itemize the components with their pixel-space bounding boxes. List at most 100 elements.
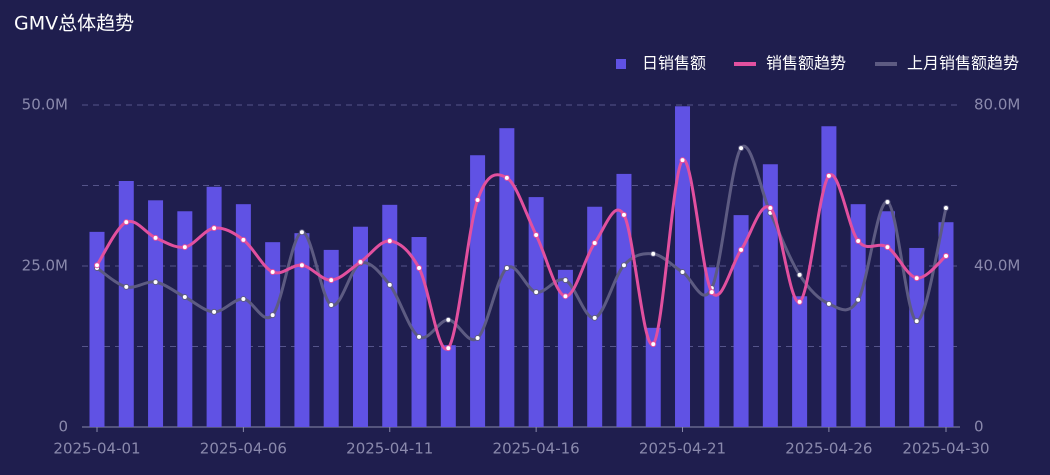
bar bbox=[235, 204, 251, 427]
legend-swatch bbox=[616, 59, 626, 69]
point bbox=[211, 225, 218, 232]
point bbox=[269, 269, 276, 276]
legend-label: 上月销售额趋势 bbox=[907, 54, 1019, 73]
bar bbox=[411, 237, 427, 427]
y-tick-label: 25.0M bbox=[22, 257, 68, 275]
x-tick-label: 2025-04-01 bbox=[53, 440, 140, 458]
point bbox=[943, 252, 949, 259]
x-tick-label: 2025-04-30 bbox=[902, 440, 989, 458]
point bbox=[123, 283, 130, 290]
bar bbox=[206, 186, 222, 427]
point bbox=[855, 238, 862, 245]
point bbox=[298, 229, 305, 236]
x-tick-label: 2025-04-26 bbox=[785, 440, 872, 458]
bar bbox=[440, 345, 456, 427]
point bbox=[152, 234, 159, 241]
point bbox=[591, 314, 598, 321]
bar bbox=[938, 222, 954, 427]
point bbox=[855, 296, 862, 303]
x-tick-label: 2025-04-16 bbox=[493, 440, 580, 458]
point bbox=[445, 316, 452, 323]
bar bbox=[616, 173, 632, 427]
point bbox=[943, 205, 949, 212]
x-tick-label: 2025-04-21 bbox=[639, 440, 726, 458]
line bbox=[96, 144, 948, 342]
point bbox=[620, 262, 627, 269]
point bbox=[591, 240, 598, 247]
point bbox=[620, 211, 627, 218]
point bbox=[386, 281, 393, 288]
point bbox=[503, 174, 510, 181]
point bbox=[825, 300, 832, 307]
legend-label: 销售额趋势 bbox=[766, 54, 846, 73]
point bbox=[884, 244, 891, 251]
point bbox=[884, 199, 891, 206]
bar bbox=[821, 126, 837, 427]
point bbox=[328, 302, 335, 309]
bar bbox=[499, 128, 515, 427]
bar bbox=[382, 204, 398, 427]
bar bbox=[89, 231, 105, 427]
chart-title: GMV总体趋势 bbox=[14, 13, 134, 35]
point bbox=[708, 289, 715, 296]
point bbox=[767, 205, 774, 212]
bar bbox=[704, 267, 720, 427]
point bbox=[240, 296, 247, 303]
point bbox=[825, 172, 832, 179]
point bbox=[298, 262, 305, 269]
bar bbox=[352, 226, 368, 427]
bar bbox=[118, 180, 134, 427]
bar bbox=[557, 269, 573, 427]
point bbox=[562, 293, 569, 300]
point bbox=[240, 236, 247, 243]
point bbox=[650, 250, 657, 257]
x-tick-label: 2025-04-06 bbox=[200, 440, 287, 458]
bar bbox=[470, 155, 486, 427]
point bbox=[738, 145, 745, 152]
point bbox=[474, 335, 481, 342]
y-tick-label: 0 bbox=[58, 418, 68, 436]
y-tick-label: 50.0M bbox=[22, 96, 68, 114]
point bbox=[474, 196, 481, 203]
y2-tick-label: 40.0M bbox=[974, 257, 1020, 275]
point bbox=[738, 246, 745, 253]
bar bbox=[148, 200, 164, 427]
point bbox=[269, 312, 276, 319]
bar bbox=[879, 211, 895, 427]
legend-label: 日销售额 bbox=[642, 54, 706, 73]
point bbox=[357, 258, 364, 265]
bar bbox=[265, 242, 281, 427]
point bbox=[796, 298, 803, 305]
bar bbox=[177, 211, 193, 427]
point bbox=[416, 265, 423, 272]
point bbox=[679, 269, 686, 276]
point bbox=[562, 277, 569, 284]
y2-tick-label: 80.0M bbox=[974, 96, 1020, 114]
bar bbox=[675, 106, 691, 428]
y2-tick-label: 0 bbox=[974, 418, 984, 436]
point bbox=[416, 333, 423, 340]
point bbox=[328, 277, 335, 284]
point bbox=[445, 345, 452, 352]
point bbox=[650, 341, 657, 348]
point bbox=[386, 238, 393, 245]
point bbox=[123, 219, 130, 226]
point bbox=[913, 318, 920, 325]
point bbox=[152, 279, 159, 286]
point bbox=[796, 271, 803, 278]
point bbox=[181, 244, 188, 251]
bar bbox=[733, 215, 749, 427]
bar bbox=[645, 327, 661, 427]
point bbox=[211, 308, 218, 315]
point bbox=[181, 293, 188, 300]
bar bbox=[850, 204, 866, 427]
point bbox=[94, 262, 100, 269]
point bbox=[533, 232, 540, 239]
point bbox=[913, 275, 920, 282]
point bbox=[533, 289, 540, 296]
bar bbox=[528, 197, 544, 427]
point bbox=[503, 265, 510, 272]
bar bbox=[762, 164, 778, 428]
x-tick-label: 2025-04-11 bbox=[346, 440, 433, 458]
